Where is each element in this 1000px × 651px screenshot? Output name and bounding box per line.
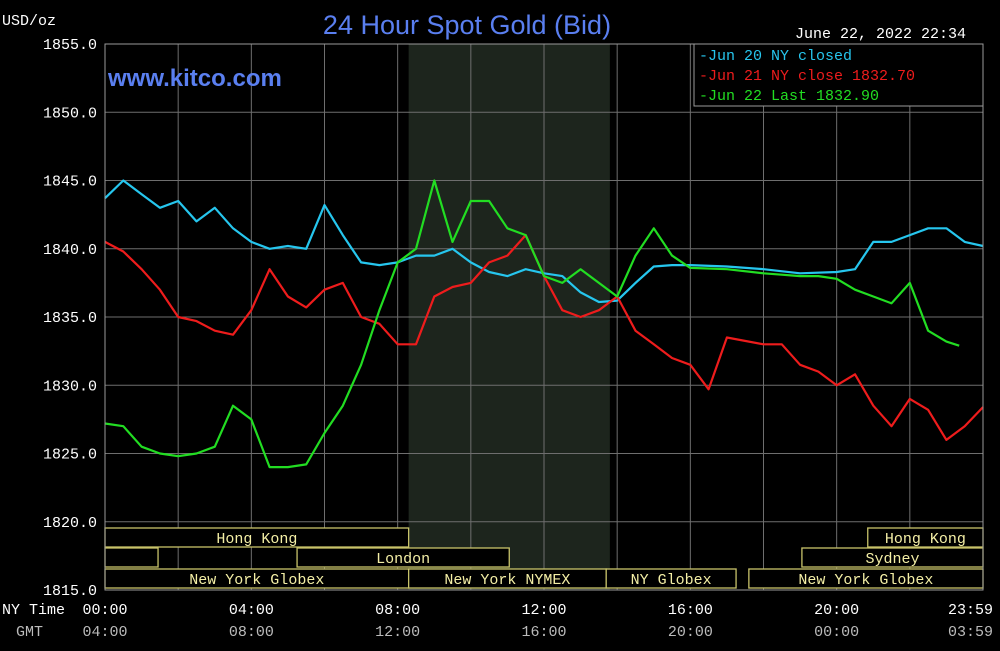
gmt-tick-label: 03:59 [948, 624, 993, 641]
session-bar-label: Sydney [865, 551, 919, 568]
y-tick-label: 1830.0 [43, 378, 97, 395]
session-bar-label: New York Globex [189, 572, 324, 589]
legend: -Jun 20 NY closed -Jun 21 NY close 1832.7… [693, 43, 984, 107]
plot-frame [104, 43, 984, 591]
y-tick-label: 1820.0 [43, 515, 97, 532]
gmt-tick-label: 00:00 [814, 624, 859, 641]
ny-time-tick-label: 08:00 [375, 602, 420, 619]
grid-lines [105, 43, 983, 591]
y-tick-label: 1850.0 [43, 105, 97, 122]
session-bars: Hong Kong Hong Kong London Sydney New York G… [104, 527, 984, 589]
gmt-tick-label: 04:00 [82, 624, 127, 641]
price-lines [104, 179, 984, 469]
chart-title: 24 Hour Spot Gold (Bid) [323, 10, 611, 40]
legend-entry: -Jun 20 NY closed [699, 48, 852, 65]
ny-time-tick-label: 04:00 [229, 602, 274, 619]
session-bar [605, 568, 737, 589]
y-tick-label: 1845.0 [43, 174, 97, 191]
session-bar [104, 547, 159, 568]
y-axis: 1855.0 1850.0 1845.0 1840.0 1835.0 1830.0 1825… [43, 37, 97, 600]
watermark-url: www.kitco.com [107, 65, 282, 92]
legend-entry: -Jun 22 Last 1832.90 [699, 88, 879, 105]
session-bar-label: NY Globex [631, 572, 712, 589]
x-axis: NY Time GMT 00:00 04:00 04:00 08:00 08:00 12:00… [2, 602, 993, 641]
ny-time-tick-label: 20:00 [814, 602, 859, 619]
y-tick-label: 1825.0 [43, 447, 97, 464]
session-bar-label: Hong Kong [216, 531, 297, 548]
y-tick-label: 1815.0 [43, 583, 97, 600]
session-bar [296, 547, 510, 568]
series-line-jun-20 [104, 179, 984, 304]
y-tick-label: 1855.0 [43, 37, 97, 54]
session-bar-label: New York Globex [798, 572, 933, 589]
gmt-tick-label: 08:00 [229, 624, 274, 641]
series-line-jun-22 [104, 179, 960, 469]
legend-box [693, 43, 984, 107]
ny-time-tick-label: 00:00 [82, 602, 127, 619]
y-tick-label: 1840.0 [43, 242, 97, 259]
ny-time-tick-label: 16:00 [668, 602, 713, 619]
y-tick-label: 1835.0 [43, 310, 97, 327]
gmt-row-label: GMT [16, 624, 43, 641]
ny-time-tick-label: 23:59 [948, 602, 993, 619]
timestamp: June 22, 2022 22:34 [795, 26, 966, 43]
ny-time-row-label: NY Time [2, 602, 65, 619]
session-bar-label: New York NYMEX [444, 572, 570, 589]
session-bar-label: Hong Kong [885, 531, 966, 548]
session-bar-label: London [376, 551, 430, 568]
gmt-tick-label: 16:00 [521, 624, 566, 641]
legend-entry: -Jun 21 NY close 1832.70 [699, 68, 915, 85]
unit-label: USD/oz [2, 13, 56, 30]
ny-time-tick-label: 12:00 [521, 602, 566, 619]
gmt-tick-label: 12:00 [375, 624, 420, 641]
gmt-tick-label: 20:00 [668, 624, 713, 641]
